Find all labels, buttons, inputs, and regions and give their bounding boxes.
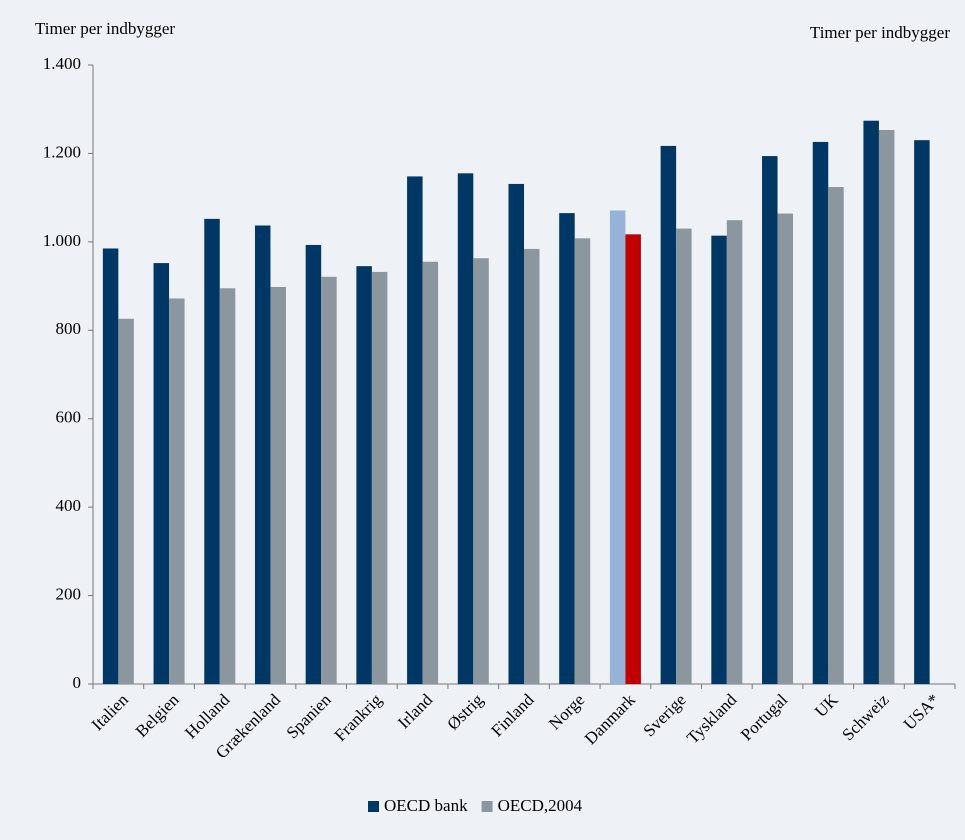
legend-swatch [368,801,379,812]
bar [711,235,727,684]
bar [422,261,439,684]
bar [762,156,778,684]
bar [609,210,626,684]
bar [321,276,337,684]
bar [169,298,185,684]
bar [676,228,692,685]
y-tick-label: 1.200 [43,142,81,161]
bar [356,266,372,684]
bar [574,238,591,684]
bar [559,213,575,684]
bar [254,225,271,684]
bar [219,288,236,684]
bar [118,318,134,684]
bar [828,187,844,684]
bar [270,286,286,684]
legend-label: OECD bank [384,796,468,815]
bar [153,263,170,684]
bar [863,120,879,684]
y-tick-label: 400 [56,496,82,515]
bar [508,183,524,684]
bar [660,145,677,685]
bar [102,248,119,684]
bar [625,234,641,685]
bar [726,220,743,684]
bar [878,129,895,684]
bar [914,140,930,684]
bar [524,248,540,684]
bar [473,258,489,684]
y-tick-label: 800 [56,319,82,338]
y-tick-label: 0 [73,673,82,692]
legend-swatch [481,801,493,812]
bar [457,173,474,684]
y-tick-label: 1.400 [43,54,81,73]
y-axis-title: Timer per indbygger [35,19,175,38]
legend-label: OECD,2004 [498,796,583,815]
bar [407,176,423,685]
bar [305,244,322,684]
bar [204,218,220,684]
y-tick-label: 600 [56,408,82,427]
bar [812,141,829,684]
y2-axis-title: Timer per indbygger [810,23,950,42]
y-tick-label: 200 [56,584,82,603]
y-tick-label: 1.000 [43,231,81,250]
bar [777,213,794,684]
bar [371,271,388,684]
